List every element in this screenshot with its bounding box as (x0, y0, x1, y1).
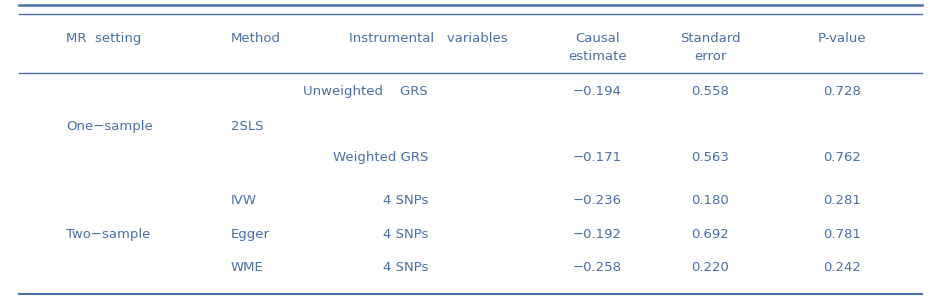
Text: 0.242: 0.242 (823, 261, 861, 274)
Text: Weighted GRS: Weighted GRS (333, 151, 428, 164)
Text: One−sample: One−sample (66, 121, 152, 133)
Text: −0.258: −0.258 (573, 261, 622, 274)
Text: 0.728: 0.728 (823, 85, 861, 98)
Text: MR  setting: MR setting (66, 32, 141, 45)
Text: 4 SNPs: 4 SNPs (383, 261, 428, 274)
Text: 0.180: 0.180 (692, 194, 729, 207)
Text: 0.220: 0.220 (692, 261, 729, 274)
Text: 0.762: 0.762 (823, 151, 861, 164)
Text: Causal: Causal (575, 32, 620, 45)
Text: Two−sample: Two−sample (66, 228, 151, 241)
Text: 4 SNPs: 4 SNPs (383, 228, 428, 241)
Text: −0.192: −0.192 (573, 228, 622, 241)
Text: P-value: P-value (818, 32, 867, 45)
Text: 0.692: 0.692 (692, 228, 729, 241)
Text: 0.781: 0.781 (823, 228, 861, 241)
Text: −0.236: −0.236 (573, 194, 622, 207)
Text: WME: WME (231, 261, 263, 274)
Text: Unweighted    GRS: Unweighted GRS (303, 85, 428, 98)
Text: −0.171: −0.171 (573, 151, 622, 164)
Text: error: error (694, 50, 726, 63)
Text: 0.558: 0.558 (692, 85, 729, 98)
Text: Instrumental   variables: Instrumental variables (349, 32, 507, 45)
Text: Method: Method (231, 32, 280, 45)
Text: 4 SNPs: 4 SNPs (383, 194, 428, 207)
Text: IVW: IVW (231, 194, 257, 207)
Text: 0.563: 0.563 (692, 151, 729, 164)
Text: Egger: Egger (231, 228, 269, 241)
Text: estimate: estimate (568, 50, 627, 63)
Text: −0.194: −0.194 (573, 85, 622, 98)
Text: 0.281: 0.281 (823, 194, 861, 207)
Text: 2SLS: 2SLS (231, 121, 263, 133)
Text: Standard: Standard (680, 32, 741, 45)
